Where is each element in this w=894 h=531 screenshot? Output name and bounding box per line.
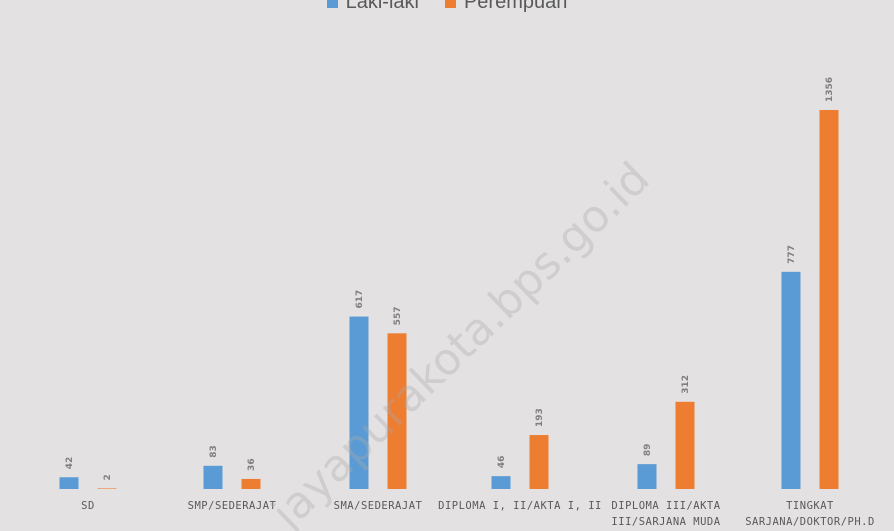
legend-swatch-perempuan <box>444 0 456 8</box>
legend-label-perempuan: Perempuan <box>463 0 568 13</box>
data-label-laki-laki-0: 42 <box>65 457 75 470</box>
bar-perempuan-5 <box>819 109 839 490</box>
data-label-laki-laki-5: 777 <box>787 245 797 264</box>
bar-laki-laki-2 <box>349 316 369 489</box>
data-label-perempuan-2: 557 <box>393 307 403 326</box>
category-label-5-line-0: TINGKAT <box>786 500 834 512</box>
legend-swatch-laki-laki <box>326 0 338 8</box>
data-label-perempuan-5: 1356 <box>825 77 835 102</box>
category-label-5-line-1: SARJANA/DOKTOR/PH.D <box>745 516 875 528</box>
data-label-laki-laki-2: 617 <box>355 290 365 309</box>
bar-laki-laki-5 <box>781 271 801 489</box>
legend-item-perempuan: Perempuan <box>444 0 568 14</box>
bar-laki-laki-1 <box>203 465 223 489</box>
bar-perempuan-1 <box>241 478 261 489</box>
bar-perempuan-3 <box>529 435 549 489</box>
legend-label-laki-laki: Laki-laki <box>345 0 419 13</box>
category-label-4-line-1: III/SARJANA MUDA <box>611 516 720 528</box>
bar-laki-laki-4 <box>637 464 657 489</box>
category-label-1: SMP/SEDERAJAT <box>188 500 277 512</box>
category-label-4-line-0: DIPLOMA III/AKTA <box>611 500 720 512</box>
bar-perempuan-4 <box>675 401 695 489</box>
data-label-laki-laki-4: 89 <box>643 444 653 457</box>
category-label-2: SMA/SEDERAJAT <box>334 500 423 512</box>
category-label-0: SD <box>81 500 95 512</box>
data-label-perempuan-0: 2 <box>103 474 113 480</box>
legend-item-laki-laki: Laki-laki <box>326 0 419 14</box>
category-label-3: DIPLOMA I, II/AKTA I, II <box>438 500 602 512</box>
watermark: jayapurakota.bps.go.id <box>261 153 659 531</box>
legend: Laki-laki Perempuan <box>0 0 894 14</box>
bar-perempuan-2 <box>387 333 407 489</box>
data-label-perempuan-1: 36 <box>247 458 257 471</box>
data-label-laki-laki-3: 46 <box>497 456 507 469</box>
bar-perempuan-0 <box>97 488 117 489</box>
data-label-laki-laki-1: 83 <box>209 445 219 458</box>
data-label-perempuan-3: 193 <box>535 408 545 427</box>
bar-laki-laki-3 <box>491 476 511 489</box>
data-label-perempuan-4: 312 <box>681 375 691 394</box>
bar-laki-laki-0 <box>59 477 79 489</box>
